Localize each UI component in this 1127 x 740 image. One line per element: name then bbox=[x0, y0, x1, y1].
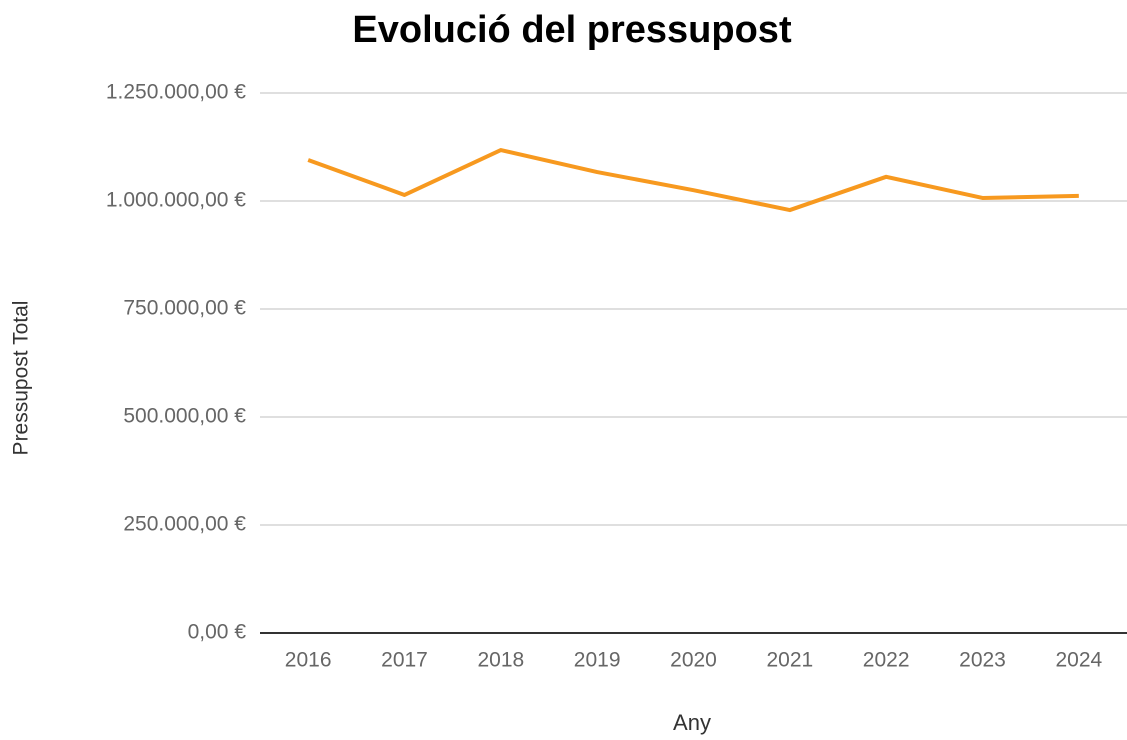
x-tick-label: 2018 bbox=[477, 649, 524, 672]
chart-title: Evolució del pressupost bbox=[352, 9, 792, 51]
y-axis-label: Pressupost Total bbox=[10, 301, 33, 456]
line-series bbox=[307, 148, 1079, 213]
x-tick-label: 2022 bbox=[863, 649, 910, 672]
y-tick-label: 500.000,00 € bbox=[123, 405, 246, 428]
x-tick-label: 2020 bbox=[670, 649, 717, 672]
y-tick-label: 0,00 € bbox=[188, 621, 247, 644]
x-tick-label: 2021 bbox=[766, 649, 813, 672]
y-tick-label: 250.000,00 € bbox=[123, 513, 246, 536]
x-axis-label: Any bbox=[673, 710, 711, 735]
x-tick-label: 2016 bbox=[285, 649, 332, 672]
x-tick-label: 2017 bbox=[381, 649, 428, 672]
x-tick-label: 2019 bbox=[574, 649, 621, 672]
x-tick-label: 2023 bbox=[959, 649, 1006, 672]
x-tick-label: 2024 bbox=[1055, 649, 1102, 672]
y-tick-label: 1.250.000,00 € bbox=[106, 81, 246, 104]
y-tick-label: 750.000,00 € bbox=[123, 297, 246, 320]
y-tick-label: 1.000.000,00 € bbox=[106, 189, 246, 212]
